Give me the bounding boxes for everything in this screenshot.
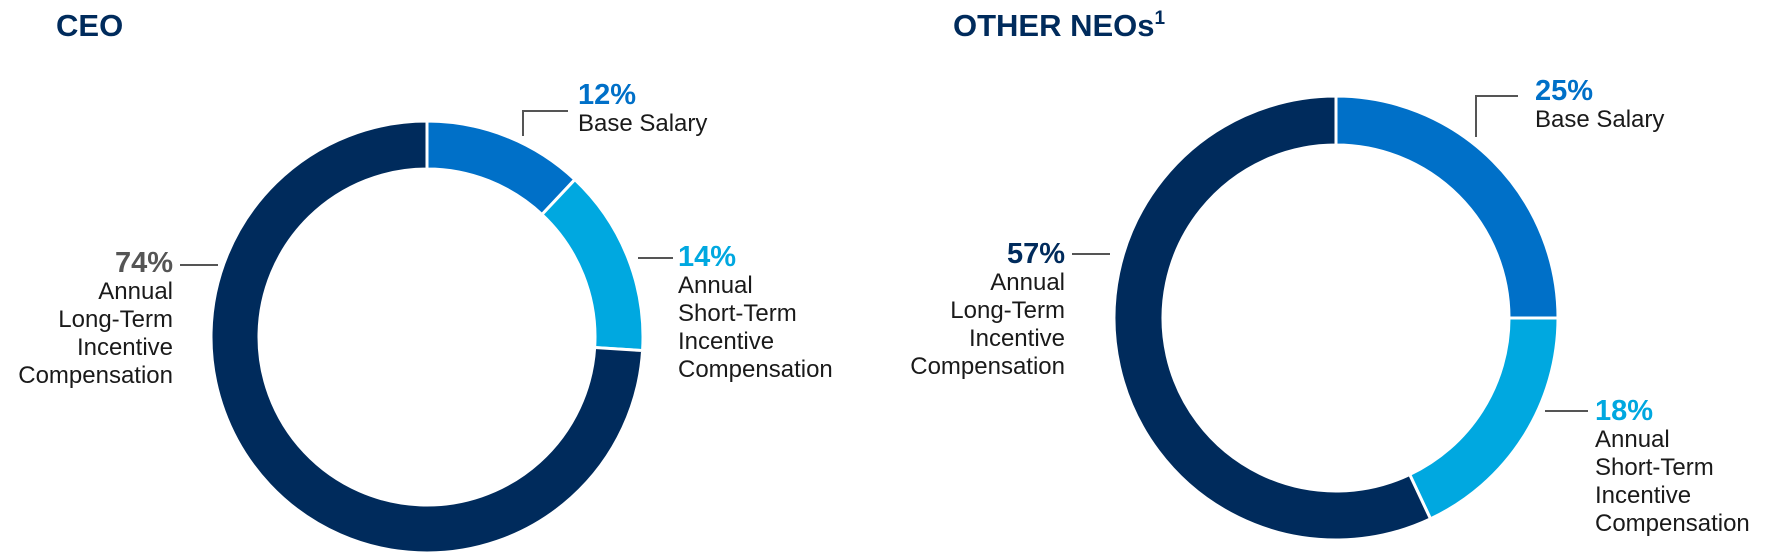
ceo-data-label-long-term-incentive-line: Long-Term — [58, 306, 173, 333]
other-neos-slice-short-term-incentive — [1407, 316, 1560, 521]
other-neos-data-label-short-term-incentive-line: Incentive — [1595, 482, 1691, 509]
ceo-chart-title: CEO — [56, 8, 123, 43]
other-neos-leader-line-base-salary — [1475, 95, 1518, 137]
ceo-data-label-long-term-incentive-line: Compensation — [18, 362, 173, 389]
ceo-data-label-short-term-incentive-line: Incentive — [678, 328, 774, 355]
ceo-data-label-long-term-incentive-line: Incentive — [77, 334, 173, 361]
ceo-data-label-base-salary-line: Base Salary — [578, 110, 707, 137]
other-neos-data-label-short-term-incentive-line: Compensation — [1595, 510, 1750, 537]
other-neos-data-label-long-term-incentive-line: Annual — [990, 269, 1065, 296]
ceo-data-label-long-term-incentive-line: Annual — [98, 278, 173, 305]
other-neos-data-label-long-term-incentive-line: Compensation — [910, 353, 1065, 380]
other-neos-chart-title: OTHER NEOs1 — [953, 8, 1166, 43]
ceo-data-label-short-term-incentive-line: Short-Term — [678, 300, 797, 327]
ceo-data-label-short-term-incentive-line: Compensation — [678, 356, 833, 383]
other-neos-data-label-long-term-incentive-line: Incentive — [969, 325, 1065, 352]
other-neos-data-label-short-term-incentive-percent: 18% — [1595, 395, 1653, 427]
other-neos-slice-long-term-incentive — [1112, 94, 1433, 542]
other-neos-data-label-base-salary-line: Base Salary — [1535, 106, 1664, 133]
ceo-data-label-short-term-incentive-line: Annual — [678, 272, 753, 299]
ceo-leader-line-base-salary — [522, 110, 568, 136]
other-neos-slice-base-salary — [1334, 94, 1560, 320]
other-neos-data-label-short-term-incentive-line: Short-Term — [1595, 454, 1714, 481]
other-neos-data-label-long-term-incentive-percent: 57% — [1007, 238, 1065, 270]
ceo-slice-long-term-incentive — [209, 119, 645, 555]
other-neos-data-label-long-term-incentive-line: Long-Term — [950, 297, 1065, 324]
other-neos-data-label-base-salary-percent: 25% — [1535, 75, 1593, 107]
ceo-slice-base-salary — [425, 119, 577, 217]
footnote-marker: 1 — [1155, 8, 1166, 29]
ceo-data-label-short-term-incentive-percent: 14% — [678, 241, 736, 273]
ceo-slice-short-term-incentive — [539, 177, 645, 353]
ceo-data-label-base-salary-percent: 12% — [578, 79, 636, 111]
ceo-data-label-long-term-incentive-percent: 74% — [115, 247, 173, 279]
other-neos-data-label-short-term-incentive-line: Annual — [1595, 426, 1670, 453]
